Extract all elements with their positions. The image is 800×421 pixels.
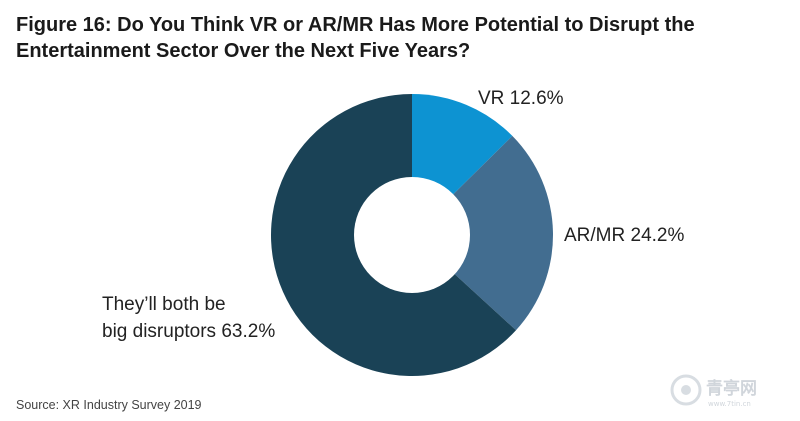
- watermark-ring-icon: [670, 374, 702, 406]
- donut-hole: [354, 177, 470, 293]
- source-note: Source: XR Industry Survey 2019: [16, 398, 202, 412]
- watermark-text: 青亭网: [706, 378, 757, 399]
- slice-label-vr: VR 12.6%: [478, 88, 564, 109]
- slice-armr: [412, 135, 553, 331]
- watermark-logo: 青亭网 www.7tin.cn: [670, 374, 757, 408]
- slice-label-both-line1: They’ll both be: [102, 294, 226, 315]
- watermark-subtext: www.7tin.cn: [708, 400, 751, 408]
- slice-label-both-line2: big disruptors 63.2%: [102, 321, 275, 342]
- slice-label-armr: AR/MR 24.2%: [564, 225, 684, 246]
- watermark-dot-icon: [681, 385, 691, 395]
- chart-title: Figure 16: Do You Think VR or AR/MR Has …: [16, 14, 695, 62]
